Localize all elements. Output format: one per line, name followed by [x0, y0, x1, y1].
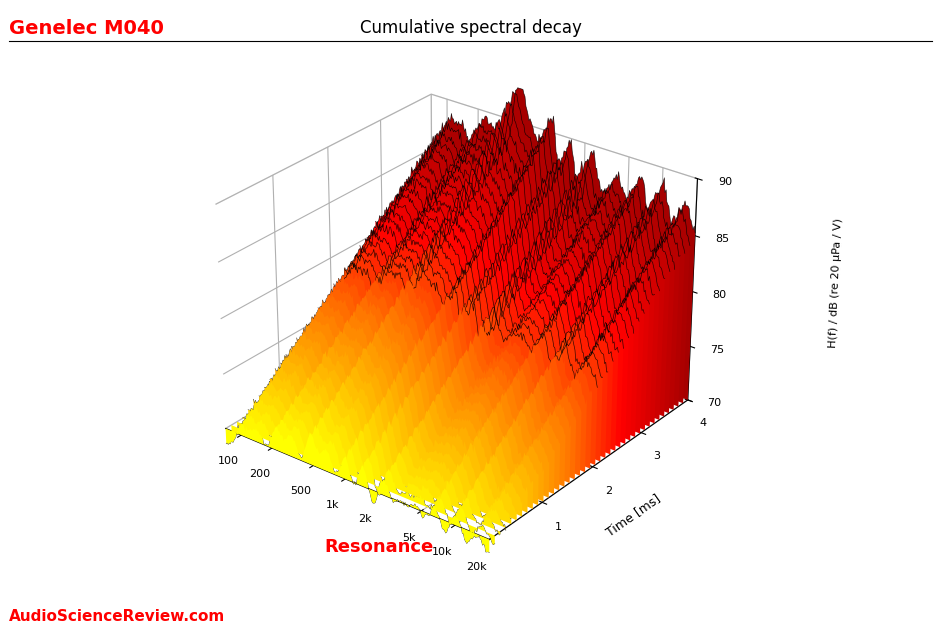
Text: Cumulative spectral decay: Cumulative spectral decay — [359, 19, 582, 37]
Text: Resonance: Resonance — [324, 538, 433, 556]
Text: AudioScienceReview.com: AudioScienceReview.com — [9, 609, 226, 624]
Text: Clean otherwise: Clean otherwise — [485, 321, 607, 336]
Y-axis label: Time [ms]: Time [ms] — [603, 492, 662, 539]
Text: Genelec M040: Genelec M040 — [9, 19, 165, 38]
